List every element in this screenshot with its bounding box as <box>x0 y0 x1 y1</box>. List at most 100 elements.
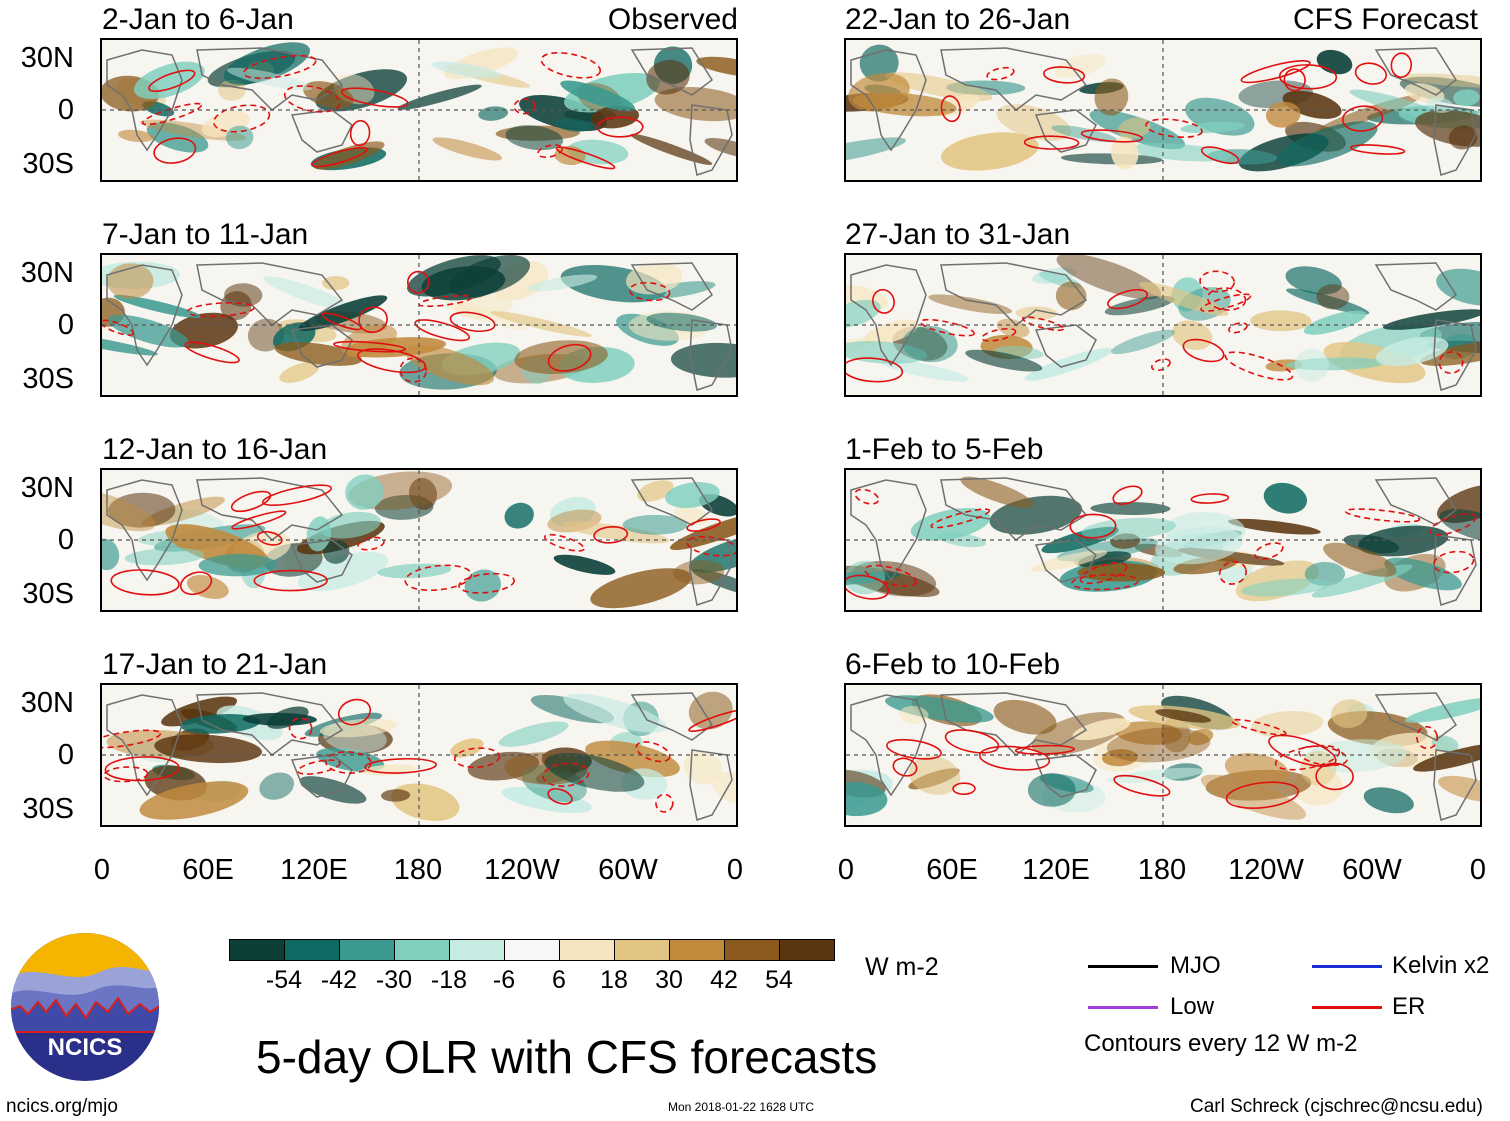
anomaly-blob <box>1106 727 1211 763</box>
lon-label: 120E <box>1022 854 1090 886</box>
lat-label: 30S <box>22 793 74 825</box>
anomaly-blob <box>501 786 592 813</box>
er-contour <box>253 569 328 592</box>
er-contour <box>688 709 736 733</box>
er-contour <box>1416 726 1439 750</box>
anomaly-blob <box>1323 542 1397 577</box>
anomaly-blob <box>688 691 733 730</box>
lon-label: 0 <box>93 854 111 886</box>
er-contour <box>349 119 371 147</box>
anomaly-blob <box>683 751 723 785</box>
map-panel-fcst-2 <box>844 253 1482 397</box>
coastline <box>1034 324 1097 368</box>
anomaly-blob <box>1294 348 1329 382</box>
anomaly-blob <box>646 59 690 95</box>
anomaly-blob <box>996 318 1030 338</box>
coastline <box>940 692 1088 756</box>
er-contour <box>1069 513 1117 539</box>
anomaly-blob <box>846 299 881 328</box>
ncics-logo: NCICS <box>10 932 160 1082</box>
anomaly-blob <box>139 781 249 820</box>
anomaly-blob <box>590 568 692 609</box>
lat-label: 30S <box>22 363 74 395</box>
olr-anomaly-map <box>846 685 1480 825</box>
anomaly-blob <box>637 480 674 502</box>
er-contour <box>547 343 592 372</box>
er-contour <box>311 146 368 168</box>
anomaly-blob <box>381 789 411 802</box>
map-panel-obs-2 <box>100 253 738 397</box>
anomaly-blob <box>1349 89 1443 119</box>
er-contour <box>283 85 341 113</box>
colorbar <box>229 939 835 961</box>
er-contour <box>537 144 564 159</box>
er-contour <box>1080 129 1144 143</box>
anomaly-blob <box>377 563 452 579</box>
anomaly-blob <box>1375 336 1449 367</box>
anomaly-blob <box>198 553 277 577</box>
er-contour <box>1113 774 1171 797</box>
anomaly-blob <box>646 312 718 332</box>
anomaly-blob <box>464 569 501 602</box>
panel-title-fcst-2: 27-Jan to 31-Jan <box>845 218 1071 251</box>
lat-label: 0 <box>57 739 74 771</box>
lat-label: 0 <box>57 524 74 556</box>
anomaly-blob <box>1111 136 1139 170</box>
legend-label-kelvin: Kelvin x2 <box>1392 952 1490 979</box>
anomaly-blob <box>1431 735 1459 753</box>
er-contour <box>458 572 515 594</box>
er-contour <box>358 306 388 334</box>
er-contour <box>886 738 942 760</box>
anomaly-blob <box>408 477 438 510</box>
legend-label-er: ER <box>1392 993 1426 1020</box>
anomaly-blob <box>1241 578 1331 597</box>
er-contour <box>1224 351 1294 381</box>
er-contour <box>243 54 317 80</box>
panel-title-obs-4: 17-Jan to 21-Jan <box>102 648 328 681</box>
anomaly-blob <box>993 699 1057 735</box>
anomaly-blob <box>319 718 398 738</box>
anomaly-blob <box>299 776 367 804</box>
er-contour <box>978 745 1051 771</box>
er-contour <box>846 357 904 383</box>
anomaly-blob <box>450 738 484 758</box>
anomaly-blob <box>514 340 608 375</box>
er-contour <box>940 95 961 123</box>
er-contour <box>1200 146 1240 165</box>
colorbar-swatch <box>779 939 835 961</box>
er-contour <box>1190 493 1230 504</box>
er-contour <box>104 756 180 782</box>
anomaly-blob <box>692 568 736 597</box>
anomaly-blob <box>563 693 668 733</box>
er-contour <box>1390 52 1413 78</box>
coastline <box>1374 262 1458 311</box>
legend-swatch-er <box>1312 1006 1382 1009</box>
colorbar-swatch <box>669 939 725 961</box>
anomaly-blob <box>1404 697 1480 723</box>
er-contour <box>110 569 180 596</box>
coastline <box>106 49 183 152</box>
anomaly-blob <box>630 133 713 165</box>
legend-label-low: Low <box>1170 993 1215 1020</box>
anomaly-blob <box>909 756 961 795</box>
lon-label: 60W <box>1342 854 1402 886</box>
anomaly-blob <box>632 281 716 300</box>
er-contour <box>864 564 918 587</box>
legend-swatch-kelvin <box>1312 965 1382 968</box>
er-contour <box>930 508 991 529</box>
olr-anomaly-map <box>102 255 736 395</box>
er-contour <box>513 98 536 115</box>
anomaly-blob <box>1363 787 1414 814</box>
anomaly-blob <box>1413 743 1480 772</box>
coastline <box>940 47 1088 111</box>
map-panel-fcst-1 <box>844 38 1482 182</box>
site-link[interactable]: ncics.org/mjo <box>6 1096 118 1117</box>
coastline <box>1374 692 1458 741</box>
anomaly-blob <box>1330 699 1368 728</box>
anomaly-blob <box>1155 709 1212 723</box>
er-contour <box>230 490 272 513</box>
map-panel-obs-3 <box>100 468 738 612</box>
anomaly-blob <box>863 319 919 345</box>
anomaly-blob <box>259 772 295 800</box>
er-contour <box>1438 351 1464 375</box>
